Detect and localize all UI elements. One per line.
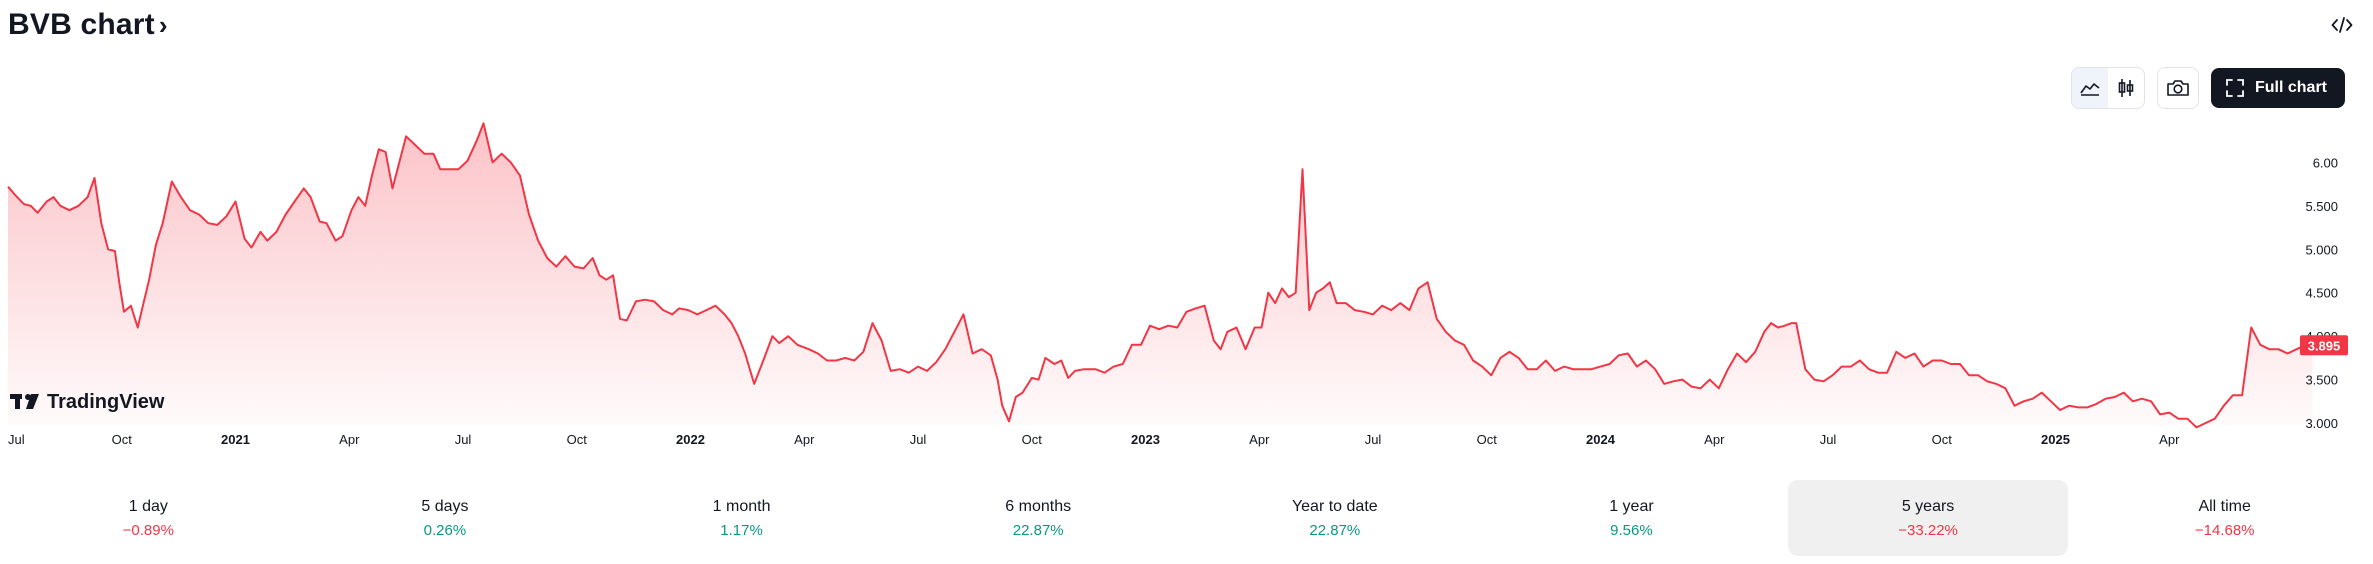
x-tick-label: 2021 <box>221 432 250 447</box>
period-label: 1 month <box>712 497 771 515</box>
price-line <box>7 122 2313 429</box>
period-change: 0.26% <box>423 521 467 539</box>
last-price-badge <box>2300 335 2348 356</box>
period-5y[interactable]: 5 years −33.22% <box>1787 480 2069 556</box>
period-label: 5 days <box>421 497 469 515</box>
snapshot-button[interactable] <box>2156 67 2199 109</box>
period-label: 6 months <box>1005 497 1072 515</box>
candles-style-button[interactable] <box>2108 68 2144 108</box>
page-title: BVB chart <box>8 8 155 41</box>
watermark-text: TradingView <box>47 391 165 413</box>
x-tick-label: Jul <box>1820 432 1837 447</box>
x-tick-label: 2022 <box>676 432 705 447</box>
period-1d[interactable]: 1 day −0.89% <box>8 480 289 556</box>
x-tick-label: Oct <box>112 432 133 447</box>
x-tick-label: Oct <box>1477 432 1498 447</box>
x-tick-label: Apr <box>794 432 815 447</box>
area-chart-icon <box>2080 83 2100 96</box>
period-label: 1 year <box>1609 497 1654 515</box>
x-tick-label: Apr <box>1704 432 1725 447</box>
period-6m[interactable]: 6 months 22.87% <box>898 480 1179 556</box>
period-change: −14.68% <box>2194 521 2255 539</box>
period-change: 22.87% <box>1309 521 1361 539</box>
y-tick-label: 3.000 <box>2305 416 2338 431</box>
x-tick-label: Oct <box>1932 432 1953 447</box>
period-label: 1 day <box>128 497 168 515</box>
chevron-right-icon: › <box>158 10 168 40</box>
x-tick-label: Jul <box>910 432 927 447</box>
period-label: 5 years <box>1901 497 1955 515</box>
embed-code-icon <box>2331 17 2353 33</box>
y-tick-label: 4.500 <box>2305 286 2338 301</box>
x-tick-label: 2025 <box>2041 432 2070 447</box>
x-tick-label: Jul <box>455 432 472 447</box>
period-label: All time <box>2198 497 2251 515</box>
period-change: 1.17% <box>720 521 763 539</box>
price-area <box>8 123 2313 428</box>
period-ytd[interactable]: Year to date 22.87% <box>1195 480 1476 556</box>
tradingview-watermark: TradingView <box>10 391 165 413</box>
y-tick-label: 6.00 <box>2313 155 2338 170</box>
period-change: −33.22% <box>1898 521 1958 539</box>
period-1y[interactable]: 1 year 9.56% <box>1491 480 1772 556</box>
last-price-label: 3.895 <box>2308 338 2341 353</box>
period-label: Year to date <box>1291 497 1378 515</box>
y-tick-label: 3.500 <box>2305 373 2338 388</box>
x-tick-label: Apr <box>1249 432 1270 447</box>
candles-icon <box>2118 79 2134 97</box>
chart-title-link[interactable]: BVB chart › <box>8 8 168 42</box>
x-tick-label: 2024 <box>1586 432 1616 447</box>
period-change: 9.56% <box>1610 521 1653 539</box>
tradingview-logo-icon <box>10 394 39 409</box>
full-chart-label: Full chart <box>2254 79 2327 96</box>
period-change: 22.87% <box>1012 521 1064 539</box>
period-all[interactable]: All time −14.68% <box>2084 480 2365 556</box>
x-tick-label: Apr <box>339 432 360 447</box>
chart-toolbar: Full chart <box>2070 66 2345 110</box>
period-change: −0.89% <box>122 521 174 539</box>
y-tick-label: 5.000 <box>2305 242 2338 257</box>
chart-style-switch <box>2070 67 2145 109</box>
period-selector: 1 day −0.89% 5 days 0.26% 1 month 1.17% … <box>0 480 2373 556</box>
x-tick-label: 2023 <box>1131 432 1160 447</box>
fullscreen-icon <box>2226 79 2244 97</box>
x-tick-label: Jul <box>1365 432 1382 447</box>
x-tick-label: Apr <box>2159 432 2180 447</box>
x-tick-label: Jul <box>8 432 25 447</box>
y-tick-label: 5.500 <box>2305 199 2338 214</box>
full-chart-button[interactable]: Full chart <box>2210 68 2345 108</box>
camera-icon <box>2167 80 2189 96</box>
area-style-button[interactable] <box>2071 68 2108 108</box>
x-tick-label: Oct <box>1022 432 1043 447</box>
embed-code-button[interactable] <box>2325 10 2359 40</box>
period-1m[interactable]: 1 month 1.17% <box>601 480 882 556</box>
period-5d[interactable]: 5 days 0.26% <box>305 480 586 556</box>
x-tick-label: Oct <box>567 432 588 447</box>
